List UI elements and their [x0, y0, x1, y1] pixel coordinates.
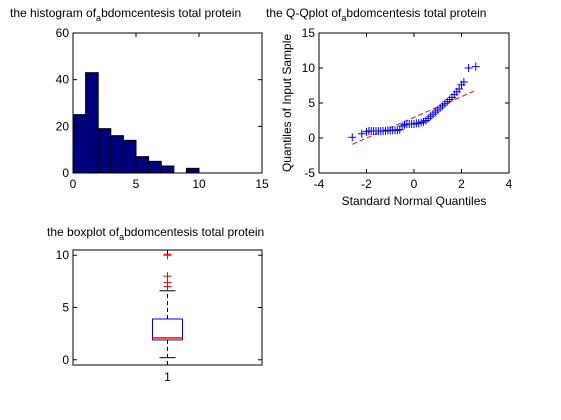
qqplot-title-part2: bdomcentesis total protein — [346, 6, 486, 20]
qqplot-xtick-label: 0 — [411, 177, 418, 191]
histogram-xtick-label: 5 — [133, 177, 140, 191]
boxplot-ytick-label: 5 — [62, 301, 69, 315]
boxplot-outlier — [163, 272, 172, 281]
histogram-xtick-label: 15 — [255, 177, 269, 191]
histogram-title-part2: bdomcentesis total protein — [101, 6, 241, 20]
qqplot-point — [357, 129, 366, 138]
histogram-panel: the histogram ofabdomcentesis total prot… — [10, 6, 269, 191]
qqplot-xtick-label: 2 — [458, 177, 465, 191]
qqplot-title: the Q-Qplot ofabdomcentesis total protei… — [266, 6, 486, 23]
histogram-bar — [135, 156, 150, 174]
qqplot-xtick-label: -2 — [361, 177, 372, 191]
boxplot-box — [152, 318, 183, 341]
histogram-xtick-label: 0 — [70, 177, 77, 191]
qqplot-point — [464, 64, 473, 72]
qqplot-point — [455, 85, 464, 93]
histogram-title: the histogram ofabdomcentesis total prot… — [10, 6, 241, 23]
qqplot-ytick-label: 15 — [302, 26, 316, 40]
qqplot-xtick-label: 4 — [506, 177, 513, 191]
histogram-bar — [97, 128, 112, 174]
boxplot-title: the boxplot ofabdomcentesis total protei… — [47, 225, 264, 242]
histogram-bar — [185, 167, 200, 174]
histogram-title-part1: the histogram of — [10, 6, 97, 20]
boxplot-title-part2: bdomcentesis total protein — [124, 225, 264, 239]
histogram-bar — [160, 165, 175, 174]
boxplot-ytick-label: 0 — [62, 353, 69, 367]
histogram-bar — [110, 135, 124, 174]
qqplot-point — [348, 133, 357, 142]
qqplot-x-axis-label: Standard Normal Quantiles — [342, 194, 487, 208]
qqplot-point — [471, 62, 480, 71]
boxplot-title-part1: the boxplot of — [47, 225, 120, 239]
histogram-ytick-label: 40 — [56, 73, 70, 87]
qqplot-axes-frame — [318, 32, 510, 174]
histogram-ytick-label: 60 — [56, 26, 70, 40]
qqplot-xtick-label: -4 — [314, 177, 325, 191]
histogram-xtick-label: 10 — [192, 177, 206, 191]
boxplot-axes-frame — [72, 249, 263, 366]
qqplot-title-subscript: a — [341, 13, 346, 23]
qqplot-title-part1: the Q-Qplot of — [266, 6, 342, 20]
histogram-ytick-label: 0 — [62, 166, 69, 180]
boxplot-panel: the boxplot ofabdomcentesis total protei… — [47, 225, 264, 384]
qqplot-ytick-label: 0 — [308, 131, 315, 145]
qqplot-ytick-label: 5 — [308, 96, 315, 110]
histogram-ytick-label: 20 — [56, 119, 70, 133]
histogram-bar — [85, 72, 99, 174]
qqplot-panel: the Q-Qplot ofabdomcentesis total protei… — [266, 6, 513, 208]
qqplot-y-axis-label: Quantiles of Input Sample — [280, 34, 294, 172]
qqplot-ytick-label: 10 — [302, 61, 316, 75]
histogram-bar — [72, 114, 87, 174]
qqplot-point — [459, 78, 468, 86]
boxplot-category-label: 1 — [164, 370, 171, 384]
boxplot-ytick-label: 10 — [56, 248, 70, 262]
boxplot-title-subscript: a — [119, 232, 124, 242]
histogram-axes-frame — [72, 32, 263, 174]
histogram-title-subscript: a — [96, 13, 101, 23]
qqplot-ytick-label: -5 — [304, 166, 315, 180]
histogram-bar — [148, 160, 162, 174]
histogram-bar — [122, 139, 137, 174]
qqplot-reference-line — [352, 89, 476, 145]
